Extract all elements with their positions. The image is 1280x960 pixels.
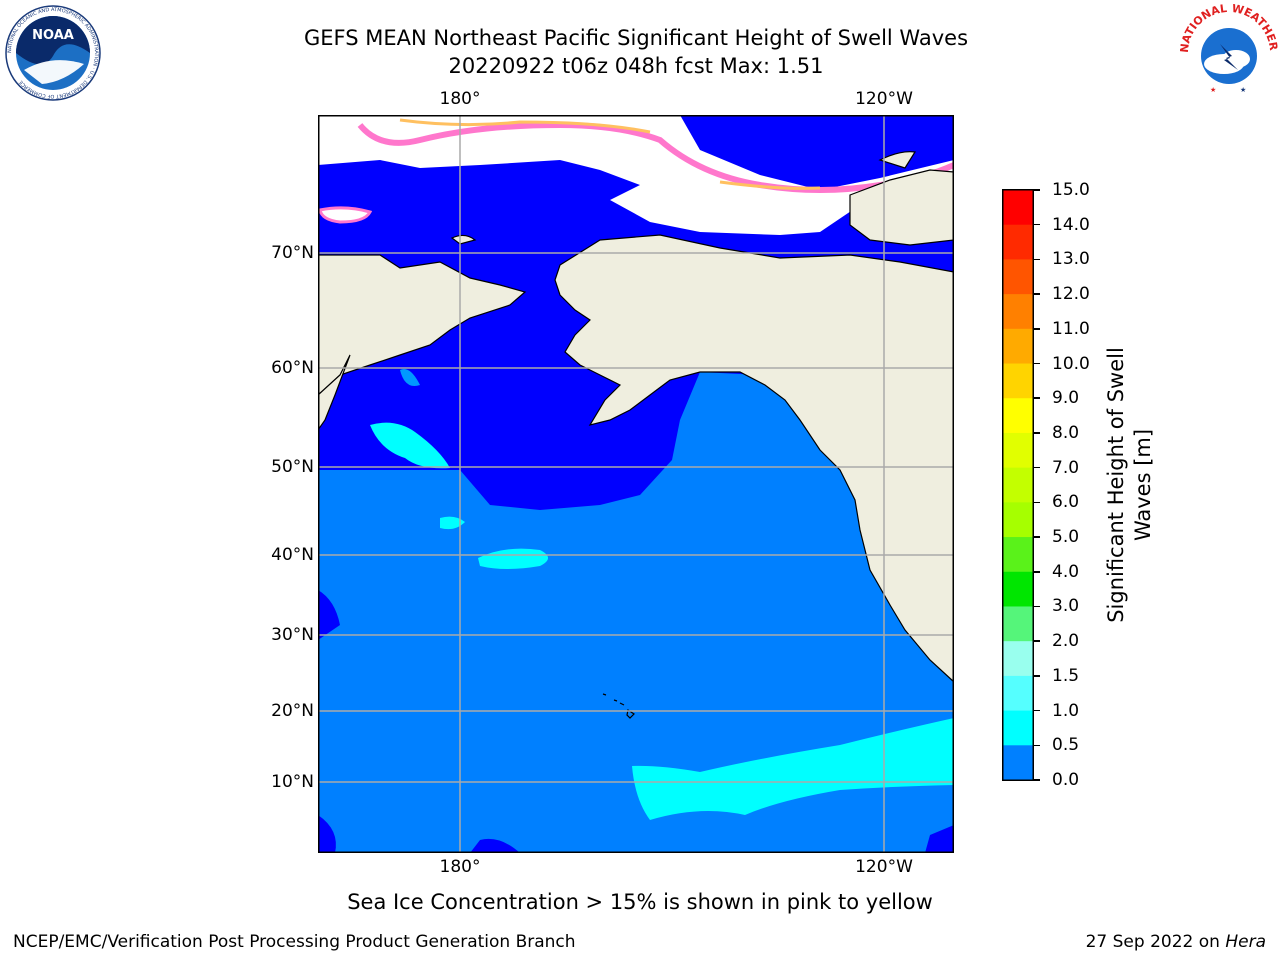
map-gridlines (318, 115, 954, 853)
colorbar-tick-mark (1034, 605, 1040, 608)
colorbar-tick-mark (1034, 640, 1040, 642)
swell-patch-bering (400, 369, 420, 386)
colorbar-band (1003, 710, 1033, 746)
colorbar-tick-mark (1034, 779, 1040, 781)
lat-label-30n: 30°N (271, 625, 314, 645)
colorbar-tick-label: 10.0 (1052, 353, 1090, 374)
colorbar-band (1003, 294, 1033, 330)
ocean-swell-0-to-0-5-south2 (470, 838, 520, 853)
sea-ice-caption: Sea Ice Concentration > 15% is shown in … (347, 890, 933, 914)
lon-label-bottom-120w: 120°W (855, 857, 913, 877)
sea-ice-chukchi (318, 206, 373, 224)
colorbar-tick-mark (1034, 571, 1040, 573)
colorbar-tick-label: 11.0 (1052, 318, 1090, 339)
colorbar-band (1003, 571, 1033, 607)
colorbar-band (1003, 467, 1033, 503)
colorbar-tick-mark (1034, 328, 1040, 330)
sea-ice-white (318, 115, 954, 235)
lat-label-60n: 60°N (271, 358, 314, 378)
colorbar-tick-mark (1034, 223, 1040, 226)
colorbar-tick-label: 9.0 (1052, 388, 1080, 409)
colorbar-tick-label: 8.0 (1052, 422, 1080, 443)
map-border (318, 115, 954, 853)
colorbar (1002, 189, 1034, 781)
colorbar-band (1003, 224, 1033, 260)
colorbar-band (1003, 363, 1033, 399)
lat-label-70n: 70°N (271, 243, 314, 263)
footer-credit: NCEP/EMC/Verification Post Processing Pr… (13, 932, 576, 952)
colorbar-tick-label: 2.0 (1052, 631, 1080, 652)
ocean-swell-0-to-0-5-se (925, 825, 954, 853)
colorbar-band (1003, 606, 1033, 642)
nws-logo: NATIONAL WEATHER SERVICE ★ ★ (1180, 4, 1278, 100)
colorbar-band (1003, 675, 1033, 712)
colorbar-tick-mark (1034, 709, 1040, 712)
ocean-swell-0-to-0-5-south (318, 815, 336, 853)
lon-label-top-180: 180° (439, 89, 481, 109)
lat-label-40n: 40°N (271, 545, 314, 565)
swell-patch-aleutian (370, 422, 450, 469)
colorbar-tick-label: 14.0 (1052, 214, 1090, 235)
lat-label-50n: 50°N (271, 457, 314, 477)
colorbar-tick-label: 6.0 (1052, 492, 1080, 513)
land-arctic-islands (849, 169, 954, 246)
lat-label-20n: 20°N (271, 701, 314, 721)
footer-date: 27 Sep 2022 on Hera (1085, 932, 1266, 952)
chart-title: GEFS MEAN Northeast Pacific Significant … (303, 26, 969, 50)
lon-label-bottom-180: 180° (439, 857, 481, 877)
colorbar-tick-mark (1034, 675, 1040, 677)
colorbar-tick-mark (1034, 536, 1040, 538)
colorbar-tick-mark (1034, 397, 1040, 399)
colorbar-tick-mark (1034, 744, 1040, 747)
colorbar-band (1003, 537, 1033, 573)
lat-label-10n: 10°N (271, 772, 314, 792)
colorbar-tick-mark (1034, 189, 1040, 191)
colorbar-tick-label: 13.0 (1052, 249, 1090, 270)
colorbar-tick-label: 1.5 (1052, 665, 1080, 686)
swell-patch-small (440, 516, 465, 530)
colorbar-title: Significant Height of Swell Waves [m] (1104, 347, 1155, 623)
colorbar-band (1003, 502, 1033, 538)
colorbar-tick-mark (1034, 432, 1040, 434)
svg-text:★: ★ (1240, 86, 1246, 94)
land-arctic-islands-2 (878, 151, 917, 169)
svg-text:★: ★ (1210, 86, 1216, 94)
colorbar-tick-mark (1034, 501, 1040, 504)
colorbar-tick-label: 0.0 (1052, 770, 1080, 790)
swell-height-map (318, 115, 954, 853)
colorbar-band (1003, 259, 1033, 295)
colorbar-tick-label: 15.0 (1052, 180, 1090, 200)
colorbar-band (1003, 190, 1033, 226)
colorbar-tick-mark (1034, 293, 1040, 295)
colorbar-tick-label: 0.5 (1052, 735, 1080, 756)
colorbar-tick-mark (1034, 466, 1040, 469)
colorbar-tick-label: 5.0 (1052, 527, 1080, 548)
chart-subtitle: 20220922 t06z 048h fcst Max: 1.51 (448, 54, 824, 78)
colorbar-tick-label: 7.0 (1052, 457, 1080, 478)
colorbar-band (1003, 398, 1033, 434)
colorbar-tick-label: 3.0 (1052, 596, 1080, 617)
colorbar-band (1003, 432, 1033, 469)
sea-ice-edge-yellow (399, 118, 821, 190)
noaa-logo: NOAA NATIONAL OCEANIC AND ATMOSPHERIC AD… (5, 5, 101, 101)
land-hawaii (602, 693, 635, 719)
land-wrangel (450, 234, 477, 245)
colorbar-tick-label: 4.0 (1052, 561, 1080, 582)
ocean-swell-0-to-0-5-sw (318, 590, 340, 640)
colorbar-tick-label: 12.0 (1052, 284, 1090, 305)
colorbar-tick-mark (1034, 362, 1040, 365)
colorbar-tick-label: 1.0 (1052, 700, 1080, 721)
colorbar-band (1003, 641, 1033, 677)
land-siberia (318, 254, 527, 396)
swell-patch-south (632, 718, 954, 820)
colorbar-tick-mark (1034, 258, 1040, 261)
land-kamchatka (318, 354, 351, 432)
colorbar-band (1003, 328, 1033, 365)
land-alaska (554, 234, 954, 683)
swell-patch-midpacific (478, 548, 548, 569)
lon-label-top-120w: 120°W (855, 89, 913, 109)
colorbar-band (1003, 745, 1033, 781)
svg-text:NOAA: NOAA (32, 28, 74, 43)
